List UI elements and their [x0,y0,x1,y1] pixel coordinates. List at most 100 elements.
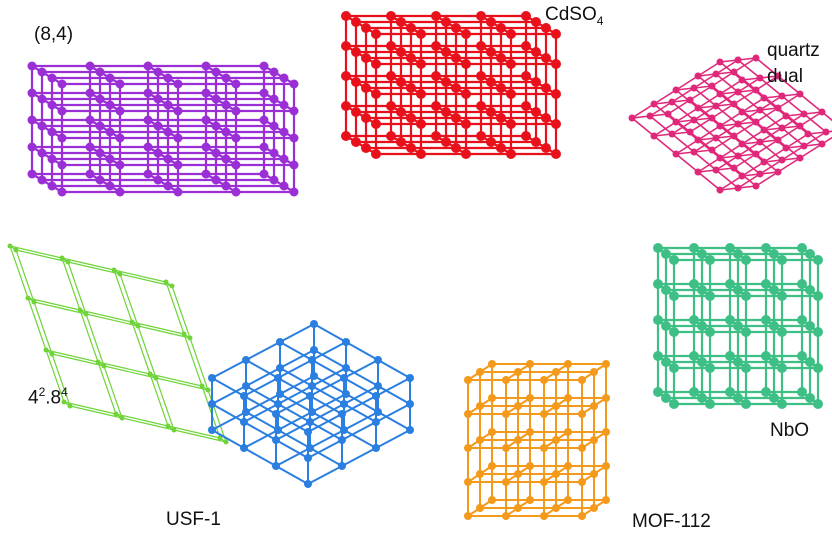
node [47,154,57,164]
node [689,351,699,361]
node [526,394,534,402]
net-nbo-group [653,243,823,409]
bond [275,465,309,485]
node [341,71,351,81]
node [712,166,720,174]
node [741,327,751,337]
node [488,360,496,368]
node [741,363,751,373]
bond [307,439,343,459]
node [506,89,516,99]
node [396,107,406,117]
node [756,106,764,114]
bond [689,117,713,133]
node [115,133,125,143]
node [628,114,636,122]
node [797,243,807,253]
label-4-2-8-4: 42.84 [28,381,68,409]
node [716,154,724,162]
node [143,61,153,71]
node [774,168,782,176]
node [521,101,531,111]
node [105,73,115,83]
node [211,94,221,104]
bond [211,429,245,449]
bond [693,119,717,139]
node [231,187,241,197]
bond [307,465,343,485]
node [416,59,426,69]
node [496,113,506,123]
bond [275,447,311,467]
node [734,88,742,96]
node [716,186,724,194]
node [7,243,13,249]
node [769,249,779,259]
bond [649,101,673,117]
node [686,128,694,136]
node [289,187,299,197]
node [304,454,312,462]
node [361,53,371,63]
node [105,181,115,191]
node [304,480,312,488]
node [552,436,560,444]
node [716,90,724,98]
node [526,462,534,470]
node [338,410,346,418]
node [95,94,105,104]
node [386,71,396,81]
bond [715,59,739,75]
node [752,86,760,94]
node [476,470,484,478]
node [689,315,699,325]
node [67,403,73,409]
bond [689,85,713,101]
node [664,110,672,118]
node [47,181,57,191]
node [813,363,823,373]
node [31,299,37,305]
node [777,399,787,409]
bond [245,341,281,361]
node [672,150,680,158]
bond [9,245,29,299]
bond [313,349,347,369]
node [725,315,735,325]
bond [715,137,739,157]
node [578,512,586,520]
node [730,100,738,108]
node [37,148,47,158]
node [340,400,348,408]
node [730,132,738,140]
bond [61,257,115,271]
node [761,387,771,397]
bond [211,359,247,379]
bond [309,421,343,441]
node [514,504,522,512]
node [668,130,676,138]
node [279,73,289,83]
node [441,107,451,117]
node [756,74,764,82]
node [416,119,426,129]
node [27,88,37,98]
node [372,444,380,452]
node [578,444,586,452]
node [117,271,123,277]
bond [245,359,279,379]
bond [733,57,757,73]
bond [309,403,345,423]
bond [671,101,695,121]
label-nbo: NbO [770,420,810,441]
node [269,67,279,77]
bond [243,403,279,423]
node [769,321,779,331]
node [451,53,461,63]
node [738,172,746,180]
node [129,319,135,325]
node [738,108,746,116]
node [653,387,663,397]
